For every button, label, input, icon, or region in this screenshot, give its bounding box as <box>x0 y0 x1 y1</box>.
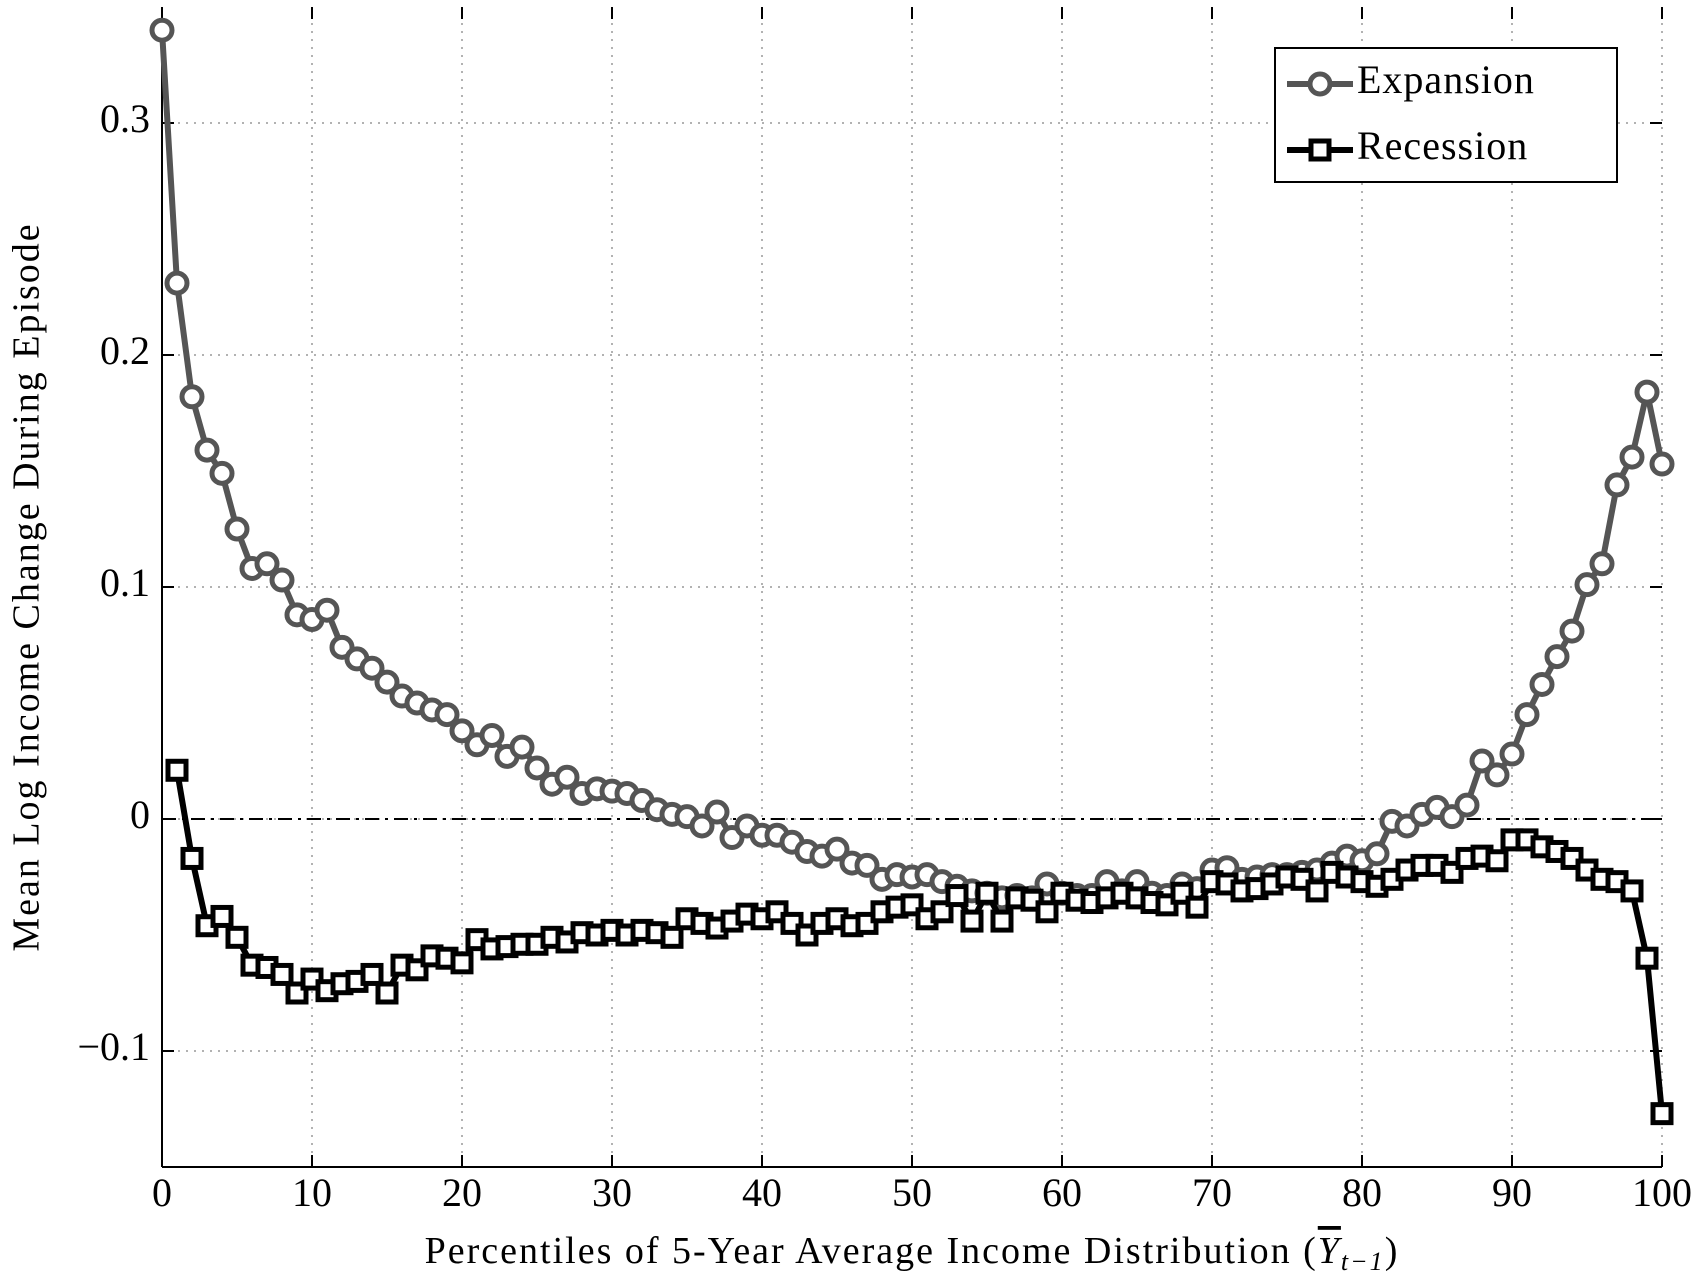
legend-marker <box>1307 71 1333 97</box>
marker <box>479 722 505 748</box>
marker <box>1589 551 1615 577</box>
marker <box>149 17 175 43</box>
marker <box>224 516 250 542</box>
marker <box>1514 702 1540 728</box>
marker <box>270 962 294 986</box>
marker <box>225 925 249 949</box>
y-tick-label: 0 <box>130 792 150 837</box>
y-tick-label: 0.2 <box>100 328 150 373</box>
x-tick-label: 10 <box>292 1170 332 1215</box>
x-tick-label: 90 <box>1492 1170 1532 1215</box>
marker <box>1650 1102 1674 1126</box>
marker <box>434 702 460 728</box>
marker <box>1529 671 1555 697</box>
marker <box>254 551 280 577</box>
marker <box>314 597 340 623</box>
marker <box>179 384 205 410</box>
legend-label: Expansion <box>1357 57 1535 102</box>
x-axis-label-subscript: t−1 <box>1341 1247 1385 1276</box>
x-tick-label: 20 <box>442 1170 482 1215</box>
marker <box>375 981 399 1005</box>
marker <box>1035 900 1059 924</box>
marker <box>509 734 535 760</box>
marker <box>210 904 234 928</box>
series-line <box>174 769 1665 1114</box>
marker <box>450 951 474 975</box>
marker <box>359 655 385 681</box>
marker <box>269 567 295 593</box>
marker <box>1635 946 1659 970</box>
x-tick-label: 100 <box>1632 1170 1692 1215</box>
x-tick-label: 70 <box>1192 1170 1232 1215</box>
marker <box>990 909 1014 933</box>
marker <box>1484 762 1510 788</box>
marker <box>164 270 190 296</box>
y-axis-label: Mean Log Income Change During Episode <box>6 222 48 951</box>
x-tick-label: 40 <box>742 1170 782 1215</box>
marker <box>449 718 475 744</box>
marker <box>945 884 969 908</box>
marker <box>1634 379 1660 405</box>
marker <box>824 836 850 862</box>
marker <box>1544 644 1570 670</box>
marker <box>1649 451 1675 477</box>
marker <box>165 758 189 782</box>
marker <box>1559 618 1585 644</box>
marker <box>1305 879 1329 903</box>
marker <box>554 764 580 790</box>
x-tick-label: 30 <box>592 1170 632 1215</box>
marker <box>1574 572 1600 598</box>
y-tick-label: 0.3 <box>100 96 150 141</box>
y-tick-label: −0.1 <box>77 1024 150 1069</box>
legend-box <box>1274 47 1618 183</box>
marker <box>1604 472 1630 498</box>
marker <box>1499 741 1525 767</box>
marker <box>360 962 384 986</box>
x-tick-label: 50 <box>892 1170 932 1215</box>
marker <box>704 799 730 825</box>
marker <box>1619 444 1645 470</box>
x-tick-label: 80 <box>1342 1170 1382 1215</box>
marker <box>854 852 880 878</box>
legend-marker <box>1308 138 1332 162</box>
marker <box>1185 895 1209 919</box>
marker <box>1454 792 1480 818</box>
marker <box>524 755 550 781</box>
x-axis-label-text: Percentiles of 5-Year Average Income Dis… <box>425 1230 1318 1272</box>
marker <box>209 460 235 486</box>
marker <box>930 900 954 924</box>
marker <box>975 881 999 905</box>
marker <box>1364 841 1390 867</box>
marker <box>374 669 400 695</box>
x-axis-label-symbol: Y <box>1318 1230 1343 1272</box>
x-tick-label: 0 <box>152 1170 172 1215</box>
marker <box>960 909 984 933</box>
marker <box>194 437 220 463</box>
marker <box>180 846 204 870</box>
marker <box>689 813 715 839</box>
x-axis-label: Percentiles of 5-Year Average Income Dis… <box>425 1230 1400 1276</box>
marker <box>1620 879 1644 903</box>
x-tick-label: 60 <box>1042 1170 1082 1215</box>
y-tick-label: 0.1 <box>100 560 150 605</box>
marker <box>1469 748 1495 774</box>
x-axis-label-close: ) <box>1385 1230 1400 1272</box>
marker <box>660 925 684 949</box>
marker <box>1485 849 1509 873</box>
legend-label: Recession <box>1357 123 1528 168</box>
